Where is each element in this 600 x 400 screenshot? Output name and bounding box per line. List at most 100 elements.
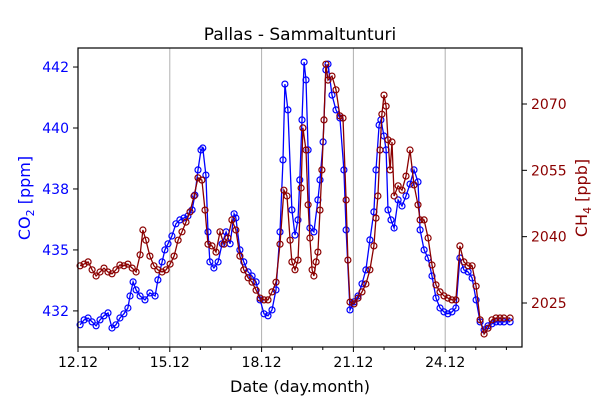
- data-point-ch4-71: [324, 76, 332, 84]
- data-point-co2-25: [172, 220, 180, 228]
- data-point-co2-36: [206, 258, 214, 266]
- y-axis-left: 432 435 438 440 442: [42, 60, 78, 320]
- y-left-label-unit: [ppm]: [15, 156, 34, 209]
- y-right-tick-label-1: 2040: [531, 230, 567, 246]
- data-point-co2-102: [428, 272, 436, 280]
- data-point-ch4-17: [142, 236, 150, 244]
- data-point-ch4-28: [186, 208, 194, 216]
- data-point-co2-15: [132, 286, 140, 294]
- data-point-ch4-60: [302, 146, 310, 154]
- data-point-ch4-113: [464, 262, 472, 270]
- data-point-co2-5: [96, 316, 104, 324]
- data-point-ch4-39: [228, 216, 236, 224]
- data-point-co2-94: [398, 202, 406, 210]
- x-tick-label-2: 18.12: [242, 355, 282, 371]
- data-point-ch4-36: [216, 228, 224, 236]
- data-point-co2-110: [460, 266, 468, 274]
- data-point-co2-16: [136, 292, 144, 300]
- data-point-ch4-92: [386, 166, 394, 174]
- data-point-ch4-8: [108, 270, 116, 278]
- data-point-ch4-56: [291, 266, 299, 274]
- data-point-co2-11: [120, 310, 128, 318]
- data-point-ch4-1: [80, 260, 88, 268]
- data-point-co2-58: [288, 206, 296, 214]
- data-point-ch4-84: [370, 242, 378, 250]
- data-point-co2-92: [390, 224, 398, 232]
- plot-frame: [77, 47, 523, 348]
- data-point-co2-104: [436, 304, 444, 312]
- series-co2: [76, 58, 514, 334]
- data-point-ch4-83: [366, 266, 374, 274]
- data-point-ch4-35: [212, 248, 220, 256]
- data-point-ch4-97: [402, 172, 410, 180]
- data-point-co2-90: [384, 206, 392, 214]
- data-point-co2-107: [448, 308, 456, 316]
- data-point-ch4-123: [506, 314, 514, 322]
- data-point-ch4-24: [170, 252, 178, 260]
- data-point-ch4-81: [358, 288, 366, 296]
- data-point-ch4-34: [208, 242, 216, 250]
- grid: [169, 48, 446, 347]
- x-tick-label-0: 12.12: [58, 355, 98, 371]
- data-point-co2-100: [420, 246, 428, 254]
- x-axis-label: Date (day.month): [230, 377, 370, 396]
- data-point-ch4-75: [339, 114, 347, 122]
- data-point-co2-54: [276, 228, 284, 236]
- data-point-ch4-38: [224, 234, 232, 242]
- data-point-ch4-80: [354, 294, 362, 302]
- data-point-ch4-86: [374, 192, 382, 200]
- data-point-co2-119: [496, 318, 504, 326]
- data-point-ch4-63: [308, 266, 316, 274]
- data-point-ch4-58: [297, 184, 305, 192]
- data-point-co2-13: [126, 292, 134, 300]
- data-point-ch4-9: [112, 266, 120, 274]
- data-point-ch4-103: [424, 234, 432, 242]
- data-point-ch4-61: [304, 201, 312, 209]
- data-point-ch4-68: [318, 166, 326, 174]
- data-point-ch4-100: [414, 201, 422, 209]
- x-axis: 12.12 15.12 18.12 21.12 24.12: [58, 347, 507, 371]
- data-point-ch4-2: [84, 258, 92, 266]
- data-point-ch4-98: [406, 146, 414, 154]
- data-point-co2-91: [387, 216, 395, 224]
- chart-title: Pallas - Sammaltunturi: [204, 25, 396, 45]
- y-left-tick-label-4: 442: [42, 60, 69, 76]
- data-point-ch4-70: [322, 60, 330, 68]
- data-point-ch4-49: [268, 288, 276, 296]
- data-point-ch4-45: [252, 286, 260, 294]
- data-point-ch4-51: [276, 240, 284, 248]
- data-point-co2-118: [492, 318, 500, 326]
- data-point-ch4-109: [448, 296, 456, 304]
- data-point-co2-21: [158, 258, 166, 266]
- data-point-co2-24: [168, 232, 176, 240]
- y-left-tick-label-2: 438: [42, 182, 69, 198]
- data-point-ch4-119: [488, 316, 496, 324]
- y-left-label-main: CO: [15, 216, 34, 240]
- data-point-co2-50: [260, 310, 268, 318]
- data-point-co2-121: [506, 318, 514, 326]
- data-point-ch4-96: [398, 186, 406, 194]
- data-point-ch4-87: [376, 146, 384, 154]
- data-point-ch4-0: [76, 262, 84, 270]
- data-point-co2-61: [296, 176, 304, 184]
- y-right-label-main: CH: [572, 214, 591, 237]
- data-point-co2-95: [402, 192, 410, 200]
- data-point-ch4-53: [283, 192, 291, 200]
- data-point-ch4-82: [362, 280, 370, 288]
- data-point-ch4-62: [306, 234, 314, 242]
- data-point-ch4-43: [244, 274, 252, 282]
- data-point-ch4-105: [432, 281, 440, 289]
- data-point-ch4-33: [204, 240, 212, 248]
- data-point-co2-103: [432, 294, 440, 302]
- data-point-co2-20: [154, 276, 162, 284]
- data-point-ch4-14: [132, 268, 140, 276]
- data-point-ch4-6: [100, 264, 108, 272]
- data-point-ch4-22: [162, 266, 170, 274]
- data-point-ch4-59: [299, 124, 307, 132]
- y-right-tick-label-2: 2055: [531, 163, 567, 179]
- data-point-co2-33: [199, 144, 207, 152]
- data-point-co2-81: [358, 280, 366, 288]
- data-point-co2-17: [141, 296, 149, 304]
- data-point-ch4-120: [492, 314, 500, 322]
- x-tick-label-3: 21.12: [333, 355, 373, 371]
